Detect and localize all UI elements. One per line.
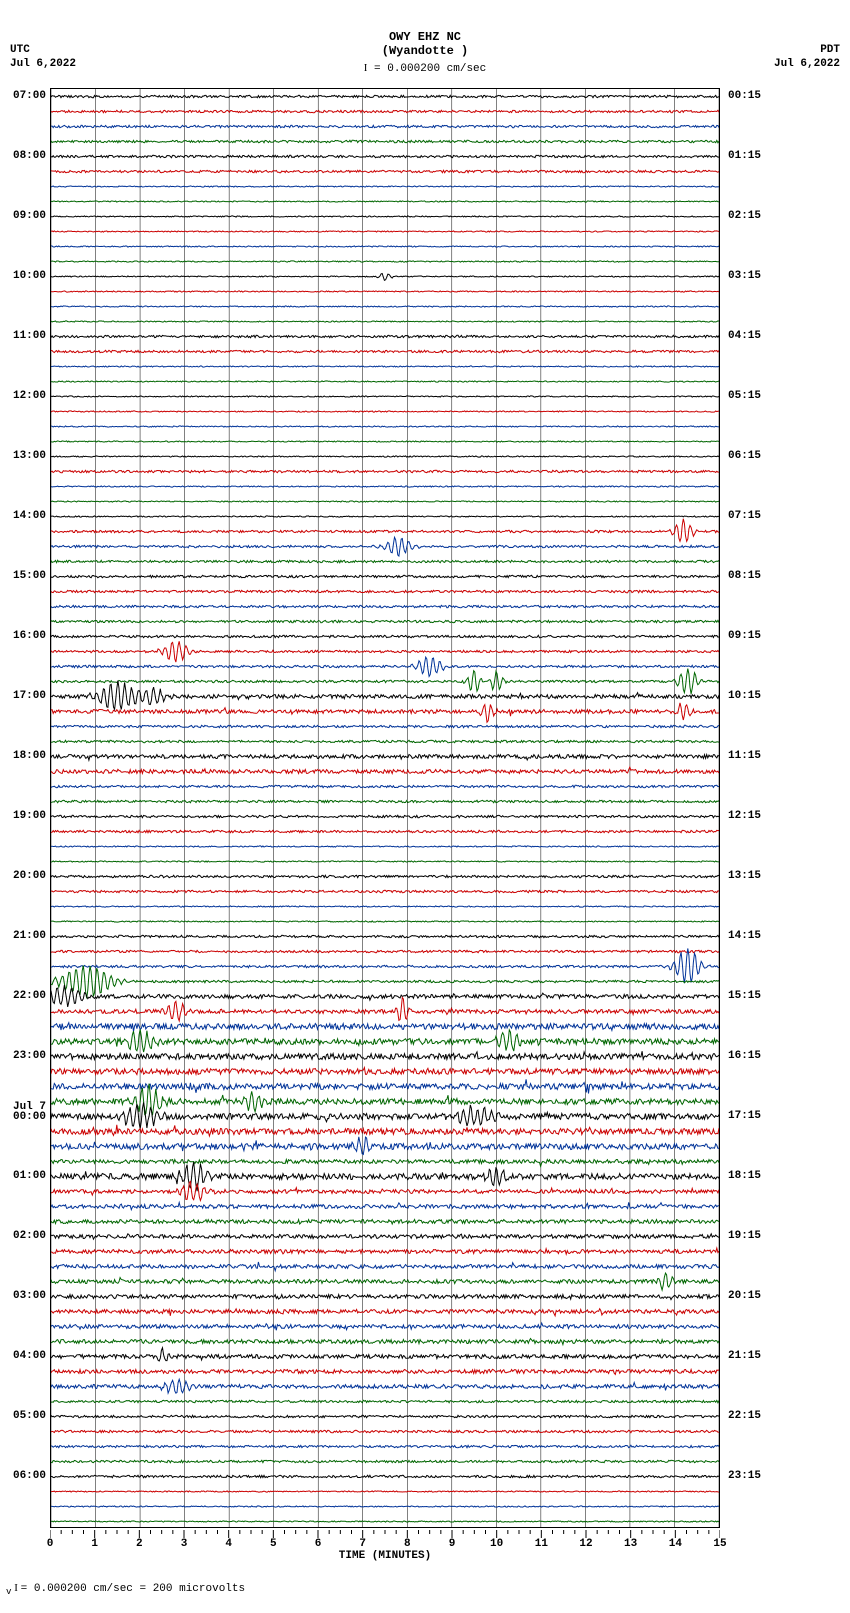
left-timezone-label: UTC (10, 44, 30, 56)
x-tick-label: 7 (359, 1538, 366, 1550)
left-time-label: 12:00 (13, 391, 46, 402)
x-tick-label: 0 (47, 1538, 54, 1550)
left-date-label: Jul 6,2022 (10, 58, 76, 70)
left-time-label: 16:00 (13, 631, 46, 642)
right-time-axis: 00:15 01:15 02:15 03:15 04:15 05:15 06:15 07:15… (724, 88, 784, 1528)
x-tick-label: 4 (225, 1538, 232, 1550)
right-time-label: 02:15 (728, 211, 761, 222)
left-time-label: 14:00 (13, 511, 46, 522)
station-subtitle: (Wyandotte ) (0, 44, 850, 58)
x-axis-ticks (50, 1530, 720, 1544)
left-time-label: 13:00 (13, 451, 46, 462)
x-tick-label: 9 (449, 1538, 456, 1550)
left-time-label: 17:00 (13, 691, 46, 702)
seismogram-container: OWY EHZ NC (Wyandotte ) I = 0.000200 cm/… (0, 0, 850, 1613)
right-time-label: 14:15 (728, 931, 761, 942)
left-time-label: 00:00 (13, 1112, 46, 1123)
left-time-label: 06:00 (13, 1471, 46, 1482)
left-time-label: 15:00 (13, 571, 46, 582)
right-time-label: 11:15 (728, 751, 761, 762)
station-title: OWY EHZ NC (0, 30, 850, 44)
right-date-label: Jul 6,2022 (774, 58, 840, 70)
right-time-label: 17:15 (728, 1111, 761, 1122)
x-tick-label: 12 (579, 1538, 592, 1550)
right-time-label: 01:15 (728, 151, 761, 162)
left-time-label: 20:00 (13, 871, 46, 882)
right-time-label: 22:15 (728, 1411, 761, 1422)
right-time-label: 06:15 (728, 451, 761, 462)
x-axis: 0123456789101112131415 TIME (MINUTES) (50, 1530, 720, 1570)
right-time-label: 07:15 (728, 511, 761, 522)
left-time-label: 05:00 (13, 1411, 46, 1422)
right-time-label: 18:15 (728, 1171, 761, 1182)
left-time-label: 07:00 (13, 91, 46, 102)
right-time-label: 13:15 (728, 871, 761, 882)
right-time-label: 10:15 (728, 691, 761, 702)
right-time-label: 16:15 (728, 1051, 761, 1062)
x-tick-label: 3 (181, 1538, 188, 1550)
left-time-label: 10:00 (13, 271, 46, 282)
right-time-label: 04:15 (728, 331, 761, 342)
left-time-label: 09:00 (13, 211, 46, 222)
x-tick-label: 14 (669, 1538, 682, 1550)
right-time-label: 03:15 (728, 271, 761, 282)
x-axis-title: TIME (MINUTES) (50, 1550, 720, 1562)
seismogram-svg (51, 89, 719, 1527)
scale-indicator: I = 0.000200 cm/sec (0, 62, 850, 75)
x-tick-label: 1 (91, 1538, 98, 1550)
x-tick-label: 10 (490, 1538, 503, 1550)
right-time-label: 05:15 (728, 391, 761, 402)
left-time-label: 23:00 (13, 1051, 46, 1062)
left-time-label: 22:00 (13, 991, 46, 1002)
right-timezone-label: PDT (820, 44, 840, 56)
x-tick-label: 8 (404, 1538, 411, 1550)
right-time-label: 15:15 (728, 991, 761, 1002)
seismogram-plot (50, 88, 720, 1528)
left-time-label: 08:00 (13, 151, 46, 162)
left-time-label: 18:00 (13, 751, 46, 762)
left-time-axis: 07:00 08:00 09:00 10:00 11:00 12:00 13:00 14:00… (6, 88, 48, 1528)
x-tick-label: 13 (624, 1538, 637, 1550)
right-time-label: 09:15 (728, 631, 761, 642)
left-time-label: 04:00 (13, 1351, 46, 1362)
right-time-label: 08:15 (728, 571, 761, 582)
left-time-label: 02:00 (13, 1231, 46, 1242)
x-tick-label: 6 (315, 1538, 322, 1550)
x-tick-label: 15 (713, 1538, 726, 1550)
right-time-label: 20:15 (728, 1291, 761, 1302)
left-time-label: 11:00 (13, 331, 46, 342)
x-tick-label: 11 (535, 1538, 548, 1550)
right-time-label: 00:15 (728, 91, 761, 102)
left-time-label: 03:00 (13, 1291, 46, 1302)
left-time-label: 21:00 (13, 931, 46, 942)
left-time-label: 01:00 (13, 1171, 46, 1182)
right-time-label: 23:15 (728, 1471, 761, 1482)
x-tick-label: 2 (136, 1538, 143, 1550)
right-time-label: 19:15 (728, 1231, 761, 1242)
footer-scale: v I = 0.000200 cm/sec = 200 microvolts (6, 1582, 245, 1597)
right-time-label: 21:15 (728, 1351, 761, 1362)
left-time-label: 19:00 (13, 811, 46, 822)
right-time-label: 12:15 (728, 811, 761, 822)
x-tick-label: 5 (270, 1538, 277, 1550)
